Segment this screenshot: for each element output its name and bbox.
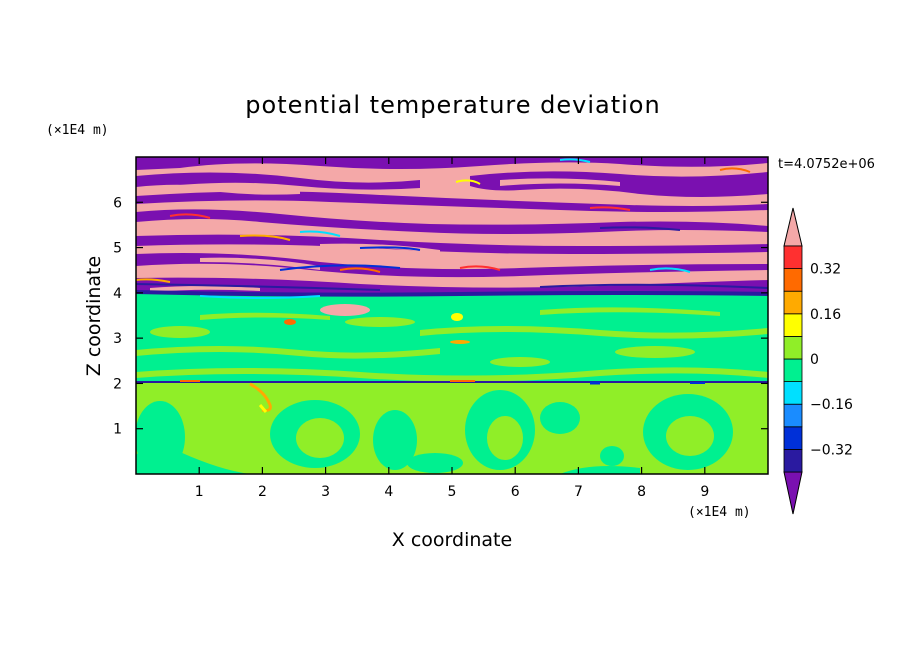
colorbar-segment — [783, 313, 803, 337]
colorbar-label: −0.16 — [810, 397, 853, 413]
colorbar-label: 0 — [810, 352, 819, 368]
colorbar-label: 0.16 — [810, 307, 841, 323]
y-axis-label: Z coordinate — [83, 256, 105, 376]
y-tick-label: 1 — [113, 422, 122, 438]
colorbar: 0.32 0.16 0 −0.16 −0.32 — [783, 207, 853, 515]
colorbar-segment — [783, 381, 803, 405]
x-tick-label: 5 — [448, 484, 457, 500]
x-tick-label: 6 — [511, 484, 520, 500]
x-unit-label: (×1E4 m) — [688, 505, 751, 520]
colorbar-segment — [783, 245, 803, 270]
colorbar-segment — [783, 358, 803, 383]
x-axis: 1 2 3 4 5 6 7 8 9 — [195, 157, 709, 500]
colorbar-segment — [783, 403, 803, 428]
time-label: t=4.0752e+06 — [778, 157, 875, 172]
colorbar-segment — [783, 290, 803, 315]
middle-lime-streaks — [136, 307, 768, 382]
z-unit-label: (×1E4 m) — [46, 123, 109, 138]
y-axis: 1 2 3 4 5 6 — [113, 195, 768, 438]
y-tick-label: 5 — [113, 241, 122, 257]
y-tick-label: 2 — [113, 376, 122, 392]
y-tick-label: 6 — [113, 195, 122, 211]
colorbar-segment — [783, 426, 803, 450]
colorbar-extend-high — [783, 207, 803, 247]
upper-blue-lines — [136, 226, 768, 297]
upper-pink-lenses — [136, 178, 620, 292]
colorbar-extend-low — [783, 471, 803, 515]
x-tick-label: 2 — [258, 484, 267, 500]
upper-warm-edges — [136, 158, 751, 299]
x-tick-label: 4 — [384, 484, 393, 500]
x-tick-label: 8 — [637, 484, 646, 500]
y-tick-label: 3 — [113, 331, 122, 347]
colorbar-label: −0.32 — [810, 442, 853, 458]
lower-green-eddies — [136, 390, 733, 474]
x-axis-label: X coordinate — [392, 529, 512, 551]
contour-field — [136, 157, 768, 474]
x-tick-label: 1 — [195, 484, 204, 500]
x-tick-label: 3 — [321, 484, 330, 500]
lower-inner-lime — [296, 416, 714, 460]
y-tick-label: 4 — [113, 286, 122, 302]
chart-title: potential temperature deviation — [245, 91, 660, 119]
colorbar-segment — [783, 268, 803, 292]
x-tick-label: 9 — [700, 484, 709, 500]
x-tick-label: 7 — [574, 484, 583, 500]
colorbar-label: 0.32 — [810, 262, 841, 278]
colorbar-segment — [783, 335, 803, 360]
colorbar-segment — [783, 448, 803, 473]
